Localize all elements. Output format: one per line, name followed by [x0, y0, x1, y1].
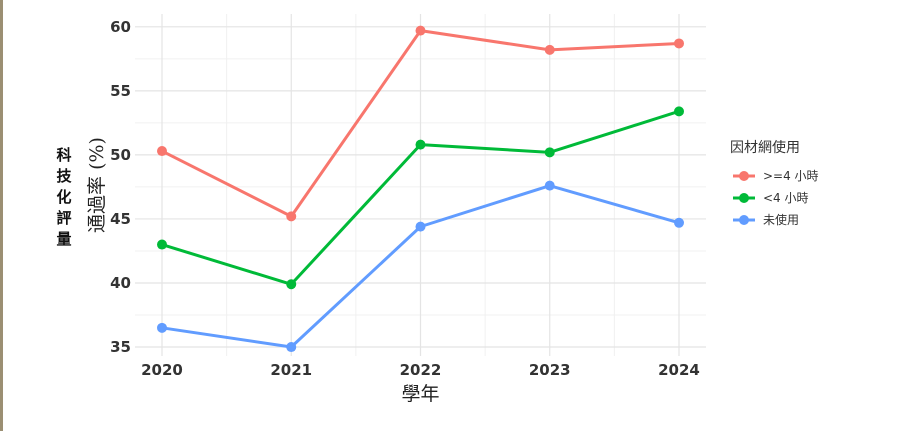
y-axis-ticks: 35 40 45 50 55 60 — [110, 18, 131, 356]
y-tick-label: 50 — [110, 146, 131, 164]
x-axis-ticks: 2020 2021 2022 2023 2024 — [141, 361, 700, 379]
x-tick-label: 2023 — [529, 361, 571, 379]
legend-label: 未使用 — [763, 212, 799, 227]
side-label: 科技化評量 — [56, 146, 72, 248]
series-3-point — [544, 180, 555, 191]
chart-background — [3, 0, 920, 431]
x-axis-title: 學年 — [401, 383, 439, 405]
series-3-point — [157, 322, 167, 333]
y-tick-label: 45 — [110, 210, 131, 228]
legend-key-point — [739, 215, 749, 225]
series-layer — [157, 25, 684, 353]
legend-label: <4 小時 — [763, 191, 809, 205]
series-2-point — [415, 139, 426, 150]
legend-key-point — [739, 193, 749, 203]
legend-key-point — [739, 171, 749, 181]
series-2-point — [544, 147, 555, 158]
y-tick-label: 60 — [110, 18, 131, 36]
series-1-point — [544, 44, 555, 55]
series-3-point — [415, 221, 426, 232]
y-tick-label: 55 — [110, 82, 131, 100]
y-axis-title: 通過率 (%) — [86, 137, 108, 233]
series-1-point — [286, 211, 297, 222]
series-2-point — [674, 106, 684, 117]
x-tick-label: 2024 — [658, 361, 700, 379]
y-tick-label: 35 — [110, 338, 131, 356]
series-2-point — [157, 239, 167, 250]
y-tick-label: 40 — [110, 274, 131, 292]
series-1-point — [157, 146, 167, 157]
legend-title: 因材網使用 — [730, 139, 800, 156]
x-tick-label: 2022 — [400, 361, 442, 379]
series-1-point — [415, 25, 426, 36]
series-3-point — [286, 342, 297, 353]
series-3-point — [674, 217, 684, 228]
series-1-point — [674, 38, 684, 49]
series-2-point — [286, 279, 297, 290]
x-tick-label: 2020 — [141, 361, 183, 379]
x-tick-label: 2021 — [270, 361, 312, 379]
legend-label: >=4 小時 — [763, 169, 819, 183]
